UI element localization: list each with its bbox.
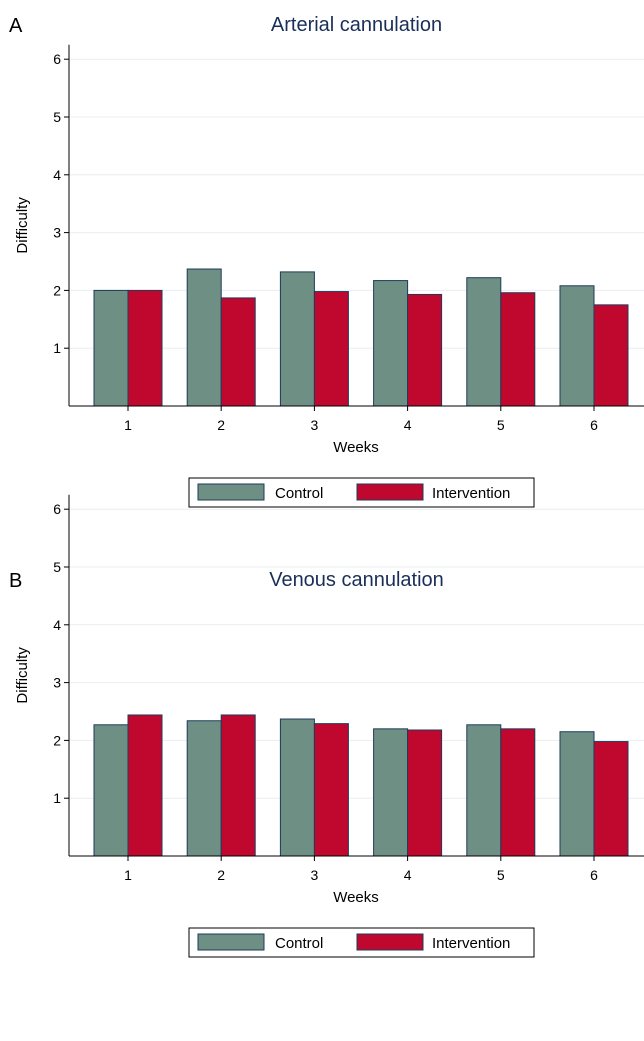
y-tick-label: 6	[53, 501, 61, 517]
bar-control-week-5	[466, 277, 502, 407]
x-tick-label: 6	[590, 417, 598, 433]
y-tick-label: 6	[53, 51, 61, 67]
y-tick-label: 4	[53, 617, 61, 633]
y-tick-label: 1	[53, 340, 61, 356]
bar-intervention-week-5	[500, 292, 536, 407]
bar-control-week-5	[466, 724, 502, 857]
x-tick-label: 2	[217, 867, 225, 883]
x-axis-label: Weeks	[333, 439, 379, 456]
y-tick-label: 2	[53, 282, 61, 298]
x-tick-label: 1	[124, 417, 132, 433]
chart-panel-a: A Arterial cannulation 1 2 3 4 5 6 Difficulty 1 2 3…	[9, 14, 644, 508]
y-tick-label: 1	[53, 790, 61, 806]
legend-swatch-control	[197, 483, 265, 501]
legend-label-control: Control	[275, 485, 323, 502]
y-tick-label: 3	[53, 675, 61, 691]
y-tick-label: 2	[53, 732, 61, 748]
legend-label-intervention: Intervention	[432, 485, 510, 502]
bar-intervention-week-6	[593, 741, 629, 857]
bar-control-week-6	[559, 731, 595, 857]
chart-title: Arterial cannulation	[271, 14, 442, 36]
bar-intervention-week-1	[127, 714, 163, 857]
bar-control-week-4	[373, 728, 409, 857]
panel-label: B	[9, 570, 22, 592]
chart-title: Venous cannulation	[269, 569, 444, 591]
bar-control-week-2	[186, 268, 222, 407]
chart-panel-b: B Venous cannulation 1 2 3 4 5 6 Difficulty 1 2 3 4 5…	[9, 494, 644, 958]
y-tick-label: 4	[53, 167, 61, 183]
bar-intervention-week-6	[593, 304, 629, 407]
y-tick-label: 5	[53, 559, 61, 575]
legend: Control Intervention	[188, 927, 535, 958]
bar-control-week-4	[373, 280, 409, 407]
legend-swatch-intervention	[356, 933, 424, 951]
bar-intervention-week-2	[220, 714, 256, 857]
x-tick-label: 3	[311, 867, 319, 883]
legend-label-control: Control	[275, 935, 323, 952]
y-axis-label: Difficulty	[14, 647, 31, 704]
bar-intervention-week-5	[500, 728, 536, 857]
x-axis-label: Weeks	[333, 889, 379, 906]
panel-label: A	[9, 15, 23, 37]
legend-swatch-intervention	[356, 483, 424, 501]
x-tick-label: 3	[311, 417, 319, 433]
x-tick-label: 2	[217, 417, 225, 433]
bar-control-week-1	[93, 289, 129, 407]
x-tick-label: 6	[590, 867, 598, 883]
bar-intervention-week-4	[407, 729, 443, 857]
bar-control-week-3	[279, 718, 315, 857]
x-tick-label: 4	[404, 417, 412, 433]
x-tick-label: 4	[404, 867, 412, 883]
x-tick-label: 5	[497, 867, 505, 883]
bar-intervention-week-4	[407, 293, 443, 407]
bar-intervention-week-2	[220, 297, 256, 407]
bar-intervention-week-1	[127, 289, 163, 407]
bar-control-week-2	[186, 720, 222, 857]
bar-control-week-6	[559, 285, 595, 407]
y-tick-label: 3	[53, 225, 61, 241]
x-tick-label: 5	[497, 417, 505, 433]
bar-control-week-1	[93, 724, 129, 857]
bar-intervention-week-3	[313, 723, 349, 857]
legend-label-intervention: Intervention	[432, 935, 510, 952]
bar-control-week-3	[279, 271, 315, 407]
bar-intervention-week-3	[313, 291, 349, 407]
legend: Control Intervention	[188, 477, 535, 508]
x-tick-label: 1	[124, 867, 132, 883]
legend-swatch-control	[197, 933, 265, 951]
y-tick-label: 5	[53, 109, 61, 125]
y-axis-label: Difficulty	[14, 197, 31, 254]
